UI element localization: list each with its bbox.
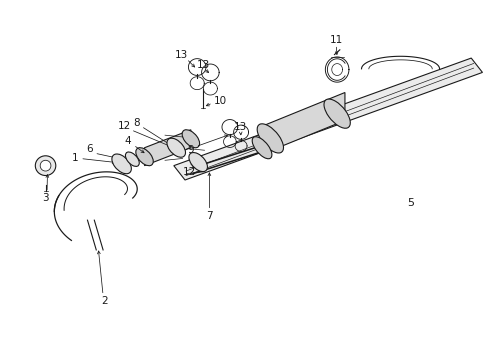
- Ellipse shape: [182, 130, 199, 148]
- Ellipse shape: [40, 160, 51, 171]
- Ellipse shape: [35, 156, 56, 176]
- Text: 9: 9: [187, 144, 194, 154]
- Text: 12: 12: [118, 121, 131, 131]
- Text: 13: 13: [174, 50, 187, 60]
- Text: 8: 8: [133, 118, 139, 128]
- Text: 12: 12: [183, 167, 196, 177]
- Text: 6: 6: [86, 144, 93, 154]
- Text: 2: 2: [101, 296, 108, 306]
- Text: 7: 7: [205, 211, 212, 221]
- Ellipse shape: [257, 124, 283, 153]
- Ellipse shape: [112, 154, 131, 174]
- Text: 3: 3: [42, 193, 49, 203]
- Ellipse shape: [324, 99, 349, 128]
- Ellipse shape: [136, 148, 153, 166]
- Text: 5: 5: [406, 198, 413, 208]
- Text: 4: 4: [124, 136, 130, 146]
- Ellipse shape: [252, 137, 271, 159]
- Text: 13: 13: [197, 59, 210, 69]
- Text: 13: 13: [233, 122, 247, 132]
- Ellipse shape: [125, 152, 139, 166]
- Polygon shape: [144, 130, 190, 166]
- Ellipse shape: [188, 153, 207, 172]
- Polygon shape: [173, 58, 482, 180]
- Ellipse shape: [166, 138, 185, 157]
- Polygon shape: [262, 93, 344, 154]
- Text: 1: 1: [71, 153, 78, 163]
- Text: 10: 10: [213, 96, 226, 106]
- Text: 11: 11: [329, 35, 342, 45]
